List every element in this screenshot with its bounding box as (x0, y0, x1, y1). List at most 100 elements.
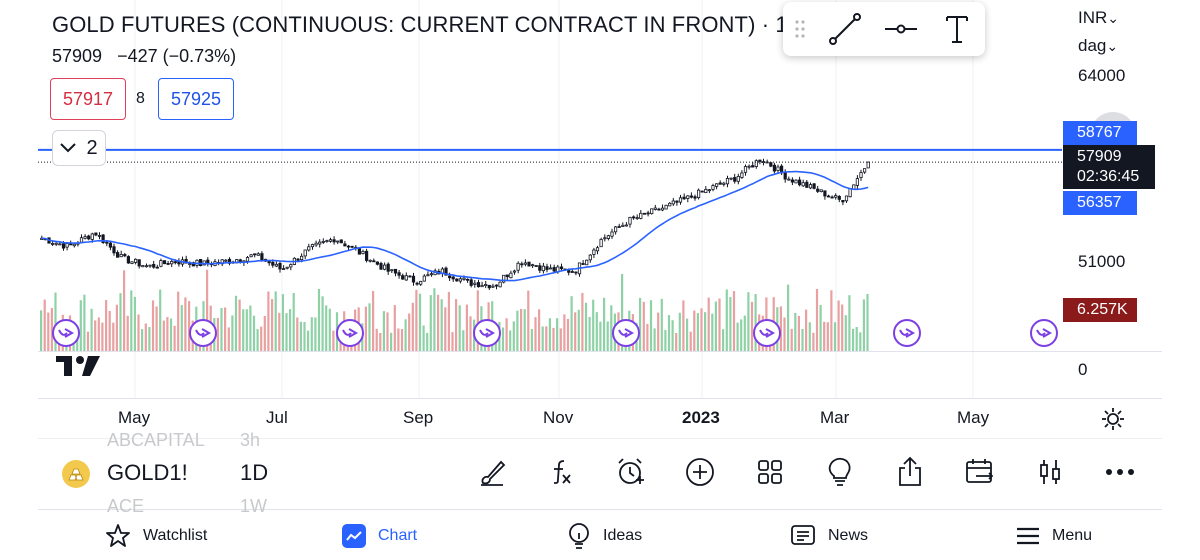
candle-body (303, 249, 307, 257)
nav-news[interactable]: News (790, 520, 868, 552)
event-icon[interactable] (189, 319, 217, 347)
candle-body (603, 237, 607, 240)
volume-axis-label-0: 0 (1078, 360, 1088, 379)
candle-body (310, 244, 315, 248)
volume-bar (310, 317, 313, 351)
candle-body (639, 212, 643, 219)
volume-bar (826, 322, 829, 351)
chevron-down-icon (60, 143, 77, 153)
indicators-collapse-button[interactable]: 2 (52, 130, 106, 166)
indicators-fx-icon[interactable] (543, 454, 579, 490)
ideas-bulb-icon[interactable] (822, 454, 858, 490)
settings-gear-icon[interactable] (1100, 406, 1126, 437)
event-icon[interactable] (336, 319, 364, 347)
layouts-icon[interactable] (752, 454, 788, 490)
volume-bar (530, 329, 533, 351)
volume-bar (559, 328, 562, 351)
gold-bars-icon (62, 460, 90, 488)
candle-body (819, 189, 823, 193)
candle-body (119, 253, 123, 258)
volume-bar (86, 331, 90, 351)
candle-body (801, 182, 805, 187)
interval-select[interactable]: 1D (240, 460, 269, 485)
volume-bar (476, 290, 479, 351)
volume-bar (516, 310, 519, 351)
trend-line-icon[interactable] (817, 11, 873, 47)
volume-bar (231, 315, 234, 351)
volume-bar (732, 291, 736, 351)
volume-bar (855, 327, 858, 351)
more-icon[interactable] (1102, 454, 1138, 490)
candle-style-icon[interactable] (1032, 454, 1068, 490)
buy-button[interactable]: 57925 (158, 78, 234, 120)
moving-average-line (41, 170, 869, 282)
candle-body (462, 277, 466, 280)
share-icon[interactable] (892, 454, 928, 490)
brush-icon[interactable] (474, 454, 510, 490)
text-tool-icon[interactable] (929, 11, 985, 47)
candle-body (415, 282, 419, 285)
replay-calendar-icon[interactable] (962, 454, 998, 490)
nav-chart-label: Chart (378, 527, 418, 544)
volume-bar (711, 313, 714, 351)
horizontal-ray-icon[interactable] (873, 11, 929, 47)
volume-bar (505, 318, 508, 351)
volume-bar (520, 309, 523, 351)
currency-select[interactable]: INR⌄ (1078, 8, 1119, 28)
candle-body (534, 265, 538, 267)
volume-bar (588, 316, 591, 351)
candle-body (808, 184, 813, 189)
candlestick-chart[interactable] (38, 0, 1062, 398)
event-icon[interactable] (893, 319, 921, 347)
volume-bar (563, 314, 566, 351)
volume-tag: 6.257K (1063, 298, 1137, 322)
alert-price-tag[interactable]: 58767 (1063, 121, 1137, 145)
volume-bar (382, 311, 385, 351)
add-icon[interactable] (682, 454, 718, 490)
volume-bar (393, 305, 396, 351)
candle-body (505, 274, 509, 278)
volume-bar (830, 290, 833, 351)
ghost-list-symbol-2: ACE (107, 496, 145, 516)
price-chart[interactable] (38, 0, 1062, 398)
nav-ideas[interactable]: Ideas (567, 520, 642, 552)
nav-menu[interactable]: Menu (1016, 520, 1092, 552)
candle-body (859, 172, 863, 179)
volume-bar (151, 300, 155, 351)
alert-clock-icon[interactable] (612, 454, 648, 490)
candle-body (812, 183, 816, 189)
volume-bar (603, 297, 606, 351)
candle-body (484, 283, 488, 286)
candle-body (455, 278, 459, 282)
volume-bar (451, 332, 454, 351)
symbol-name[interactable]: GOLD1! (107, 460, 188, 485)
candle-body (585, 259, 589, 266)
event-icon[interactable] (52, 319, 80, 347)
volume-bar (260, 326, 263, 351)
nav-watchlist[interactable]: Watchlist (105, 520, 207, 552)
unit-select[interactable]: dag⌄ (1078, 36, 1118, 56)
candle-body (704, 188, 708, 193)
candle-body (606, 235, 611, 239)
volume-bar (415, 289, 418, 351)
candle-body (206, 259, 210, 264)
volume-bar (206, 269, 209, 351)
time-label-may-2: May (957, 408, 990, 427)
volume-bar (866, 293, 869, 351)
volume-bar (364, 306, 367, 351)
nav-chart[interactable]: Chart (342, 520, 417, 552)
volume-bar (534, 317, 537, 351)
volume-bar (552, 327, 555, 351)
event-icon[interactable] (1030, 319, 1058, 347)
candle-body (826, 195, 831, 198)
volume-bar (137, 314, 140, 351)
event-icon[interactable] (753, 319, 781, 347)
candle-body (718, 182, 722, 185)
volume-bar (837, 300, 840, 351)
drag-handle-icon[interactable] (783, 19, 817, 39)
event-icon[interactable] (612, 319, 640, 347)
volume-bar (285, 313, 288, 351)
sell-button[interactable]: 57917 (50, 78, 126, 120)
candle-body (660, 207, 665, 211)
event-icon[interactable] (473, 319, 501, 347)
